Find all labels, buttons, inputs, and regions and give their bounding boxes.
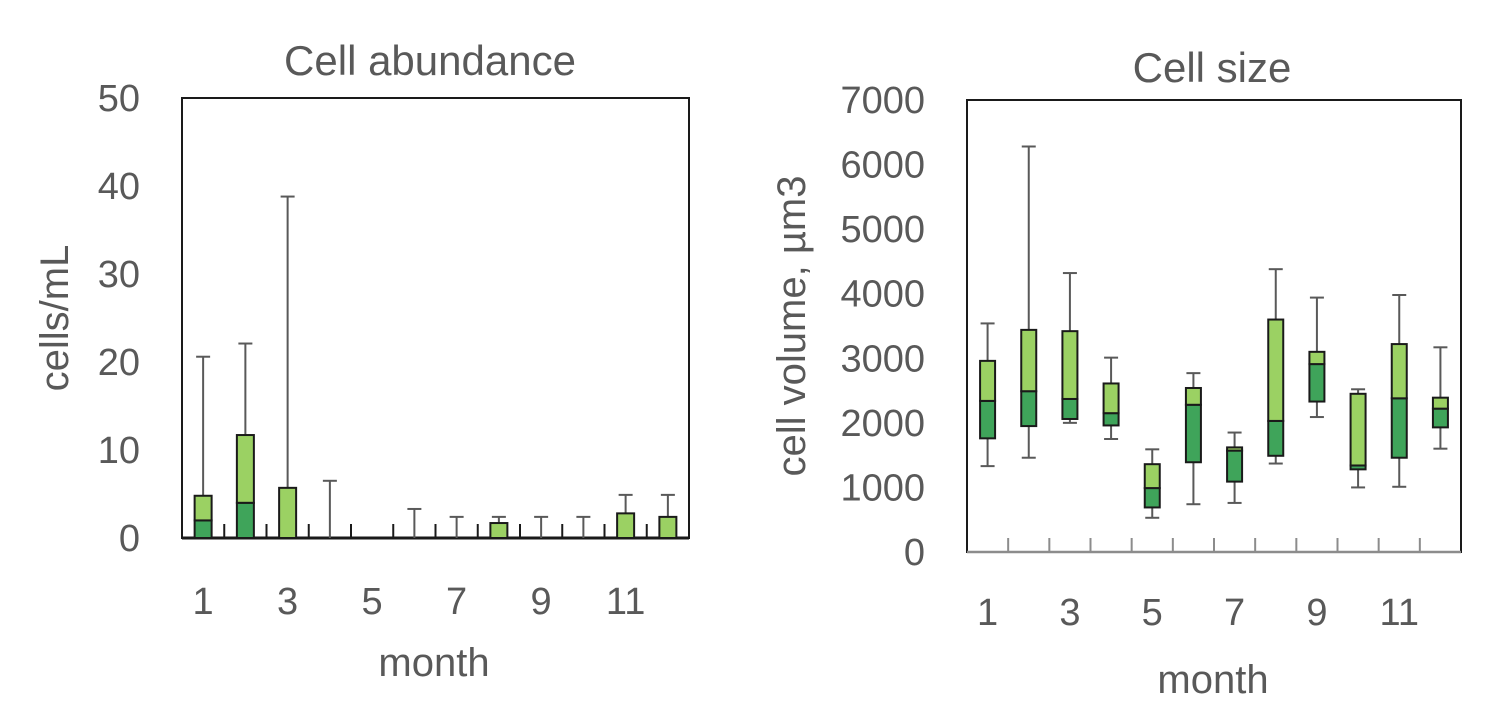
size-box-month-2: [1020, 145, 1038, 459]
size-y-tick-label: 0: [904, 532, 925, 574]
upper-box: [193, 494, 213, 522]
abundance-box-month-7: [449, 515, 464, 538]
size-x-tick-label: 9: [1306, 592, 1327, 634]
lower-box: [979, 399, 997, 440]
upper-box: [1267, 318, 1285, 422]
abundance-box-month-1: [193, 355, 213, 540]
abundance-box-month-4: [322, 479, 337, 538]
abundance-x-tick-label: 9: [531, 581, 552, 623]
lower-box: [1267, 419, 1285, 457]
size-ylabel: cell volume, µm3: [770, 176, 814, 477]
lower-box: [1143, 487, 1161, 509]
size-box-month-12: [1431, 346, 1449, 450]
size-box-month-8: [1267, 268, 1285, 465]
size-y-tick-label: 2000: [840, 403, 925, 445]
size-x-tick-label: 5: [1142, 592, 1163, 634]
lower-box: [193, 519, 213, 540]
size-y-tick-label: 3000: [840, 338, 925, 380]
upper-box: [1226, 446, 1244, 452]
abundance-y-tick-label: 50: [98, 78, 140, 120]
abundance-box-month-2: [235, 342, 255, 539]
lower-box: [1390, 397, 1408, 459]
lower-box: [1431, 407, 1449, 429]
abundance-ylabel: cells/mL: [33, 245, 77, 392]
abundance-box-month-11: [616, 493, 636, 539]
size-box-month-7: [1226, 431, 1244, 504]
upper-box: [235, 434, 255, 504]
abundance-x-tick-label: 1: [193, 581, 214, 623]
size-x-tick-label: 7: [1224, 592, 1245, 634]
abundance-x-tick-label: 3: [277, 581, 298, 623]
size-y-tick-label: 6000: [840, 145, 925, 187]
upper-box: [658, 515, 678, 540]
abundance-x-tick-label: 11: [606, 581, 645, 623]
size-x-tick-label: 3: [1059, 592, 1080, 634]
upper-box: [979, 359, 997, 402]
lower-box: [235, 501, 255, 539]
upper-box: [1102, 382, 1120, 415]
size-plot-frame: [966, 99, 1462, 553]
abundance-y-tick-label: 10: [98, 430, 140, 472]
upper-box: [1349, 392, 1367, 467]
size-box-month-10: [1349, 388, 1367, 489]
lower-box: [1020, 390, 1038, 428]
size-x-tick-label: 1: [977, 592, 998, 634]
abundance-y-tick-label: 20: [98, 342, 140, 384]
upper-box: [1308, 350, 1326, 366]
abundance-box-month-10: [576, 515, 591, 538]
upper-box: [1184, 386, 1202, 406]
size-box-month-6: [1184, 372, 1202, 506]
upper-box: [1390, 343, 1408, 400]
abundance-box-month-3: [278, 195, 298, 539]
size-y-tick-label: 7000: [840, 80, 925, 122]
lower-box: [1184, 403, 1202, 464]
abundance-box-month-8: [489, 515, 509, 539]
upper-box: [1020, 328, 1038, 393]
abundance-y-tick-label: 40: [98, 166, 140, 208]
size-box-month-5: [1143, 448, 1161, 519]
lower-box: [1226, 449, 1244, 483]
size-chart: Cell size cell volume, µm3 month 0 1000 20…: [770, 44, 1462, 702]
abundance-xlabel: month: [378, 641, 489, 685]
lower-box: [1102, 412, 1120, 427]
upper-box: [489, 522, 509, 539]
size-x-tick-label: 11: [1380, 592, 1419, 634]
size-box-month-4: [1102, 356, 1120, 440]
size-xlabel: month: [1157, 658, 1268, 702]
size-box-month-9: [1308, 296, 1326, 419]
abundance-y-tick-label: 30: [98, 254, 140, 296]
size-title: Cell size: [1133, 44, 1292, 91]
lower-box: [1308, 363, 1326, 403]
upper-box: [278, 486, 298, 539]
upper-box: [1143, 463, 1161, 490]
upper-box: [616, 512, 636, 539]
abundance-x-tick-label: 5: [362, 581, 383, 623]
abundance-plot-frame: [181, 97, 690, 539]
upper-box: [1431, 396, 1449, 410]
abundance-title: Cell abundance: [284, 37, 576, 84]
abundance-box-month-6: [407, 507, 422, 538]
abundance-chart: Cell abundance cells/mL month 0 10 20 30 40 5…: [33, 37, 690, 685]
size-y-tick-label: 4000: [840, 274, 925, 316]
lower-box: [1061, 397, 1079, 420]
size-y-tick-label: 5000: [840, 209, 925, 251]
abundance-box-month-12: [658, 493, 678, 540]
size-box-month-3: [1061, 272, 1079, 424]
abundance-y-tick-label: 0: [119, 518, 140, 560]
upper-box: [1061, 330, 1079, 400]
size-y-tick-label: 1000: [840, 467, 925, 509]
abundance-x-tick-label: 7: [446, 581, 467, 623]
size-box-month-1: [979, 322, 997, 468]
size-box-month-11: [1390, 294, 1408, 488]
abundance-box-month-9: [534, 515, 549, 538]
